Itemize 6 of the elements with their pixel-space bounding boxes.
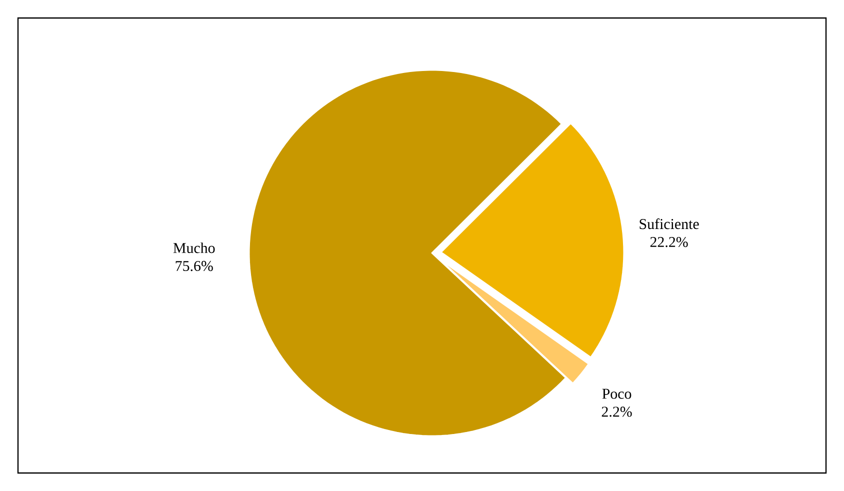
slice-label: Mucho [173,242,215,254]
data-label: 22.2% [650,236,688,248]
data-label: 2.2% [602,406,632,417]
data-label: 75.6% [176,260,213,272]
slice-label: Poco [602,388,632,399]
slice-label: Suficiente [640,218,699,230]
